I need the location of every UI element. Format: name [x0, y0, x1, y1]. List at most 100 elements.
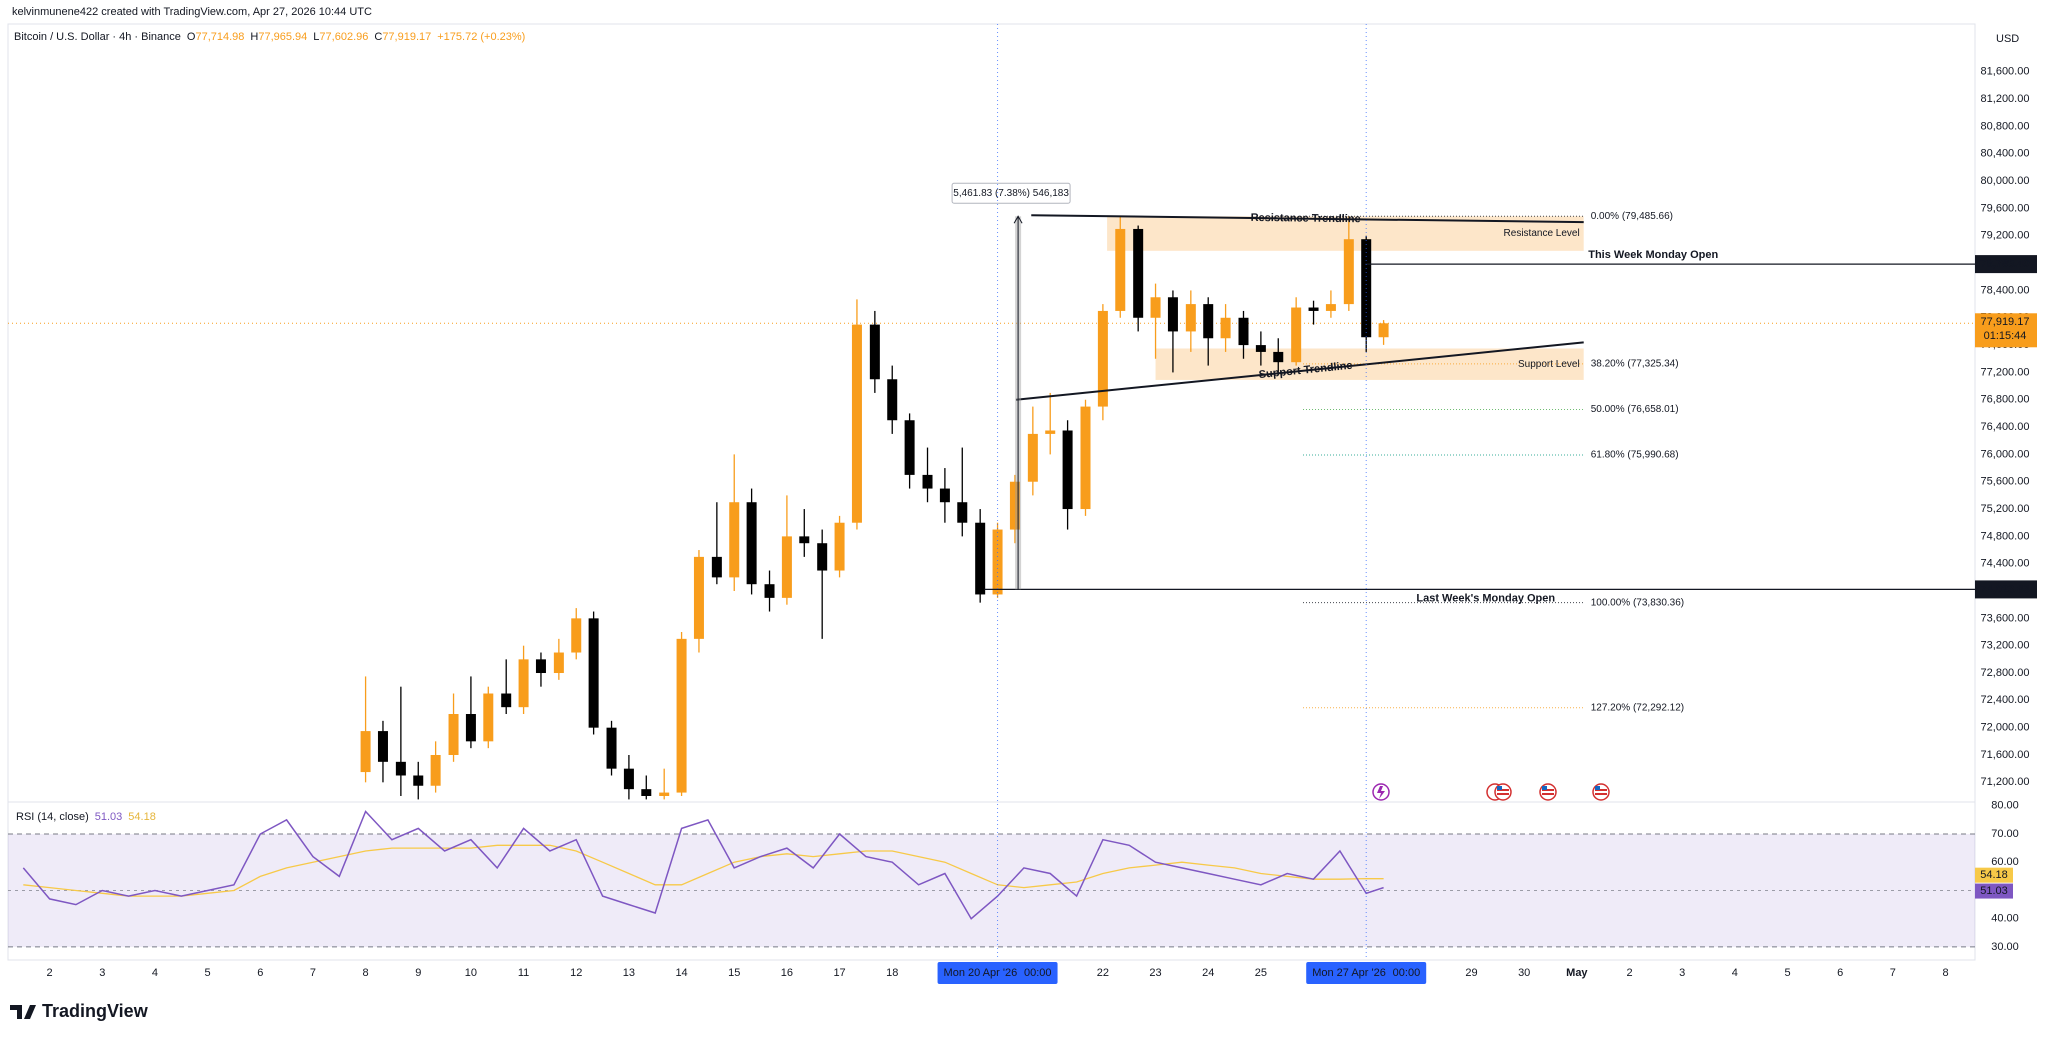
- y-tick-label: 74,400.00: [1981, 558, 2030, 570]
- x-tick-label: 2: [47, 967, 53, 979]
- candle-body: [360, 731, 371, 773]
- x-tick-label: 13: [623, 967, 635, 979]
- candle-body: [606, 727, 617, 769]
- main-pane: 0.00% (79,485.66) 38.20% (77,325.34) 50.00…: [8, 182, 1975, 800]
- change: +175.72 (+0.23%): [437, 31, 525, 43]
- crosshair-date: Mon 20 Apr '26: [944, 967, 1018, 979]
- candle-body: [413, 775, 424, 786]
- x-tick-label: 4: [152, 967, 158, 979]
- candle-body: [711, 556, 722, 578]
- candle-body: [1045, 430, 1056, 434]
- candle-body: [1238, 317, 1249, 346]
- y-tick-label: 75,600.00: [1981, 476, 2030, 488]
- candle-body: [1009, 481, 1020, 530]
- candle-body: [922, 474, 933, 489]
- candle-body: [992, 529, 1003, 595]
- candle-body: [501, 693, 512, 708]
- y-tick-label: 80,800.00: [1981, 120, 2030, 132]
- x-tick-label: 5: [205, 967, 211, 979]
- candle-body: [465, 714, 476, 742]
- crosshair-time: 00:00: [1393, 967, 1421, 979]
- candle-body: [1325, 304, 1336, 311]
- symbol: Bitcoin / U.S. Dollar · 4h · Binance: [14, 31, 181, 43]
- rsi-tag: [1975, 883, 2013, 899]
- candle-body: [1133, 228, 1144, 318]
- y-tick-label: 76,400.00: [1981, 421, 2030, 433]
- rsi-tick-label: 40.00: [1991, 913, 2019, 925]
- x-tick-label: 11: [518, 967, 529, 979]
- x-tick-label: May: [1566, 967, 1588, 979]
- y-tick-label: 81,200.00: [1981, 93, 2030, 105]
- price-tag-label: 74,023.83: [1981, 583, 2030, 595]
- ohlc-key: H: [250, 31, 258, 43]
- measure-arrowhead: [1013, 215, 1023, 224]
- fib-label: 100.00% (73,830.36): [1591, 597, 1684, 608]
- candle-body: [957, 502, 968, 523]
- ohlc-value: 77,965.94: [258, 31, 307, 43]
- ohlc-key: C: [374, 31, 382, 43]
- ohlc-key: O: [187, 31, 196, 43]
- y-tick-label: 80,400.00: [1981, 148, 2030, 160]
- rsi-tick-label: 30.00: [1991, 941, 2019, 953]
- fib-label: 50.00% (76,658.01): [1591, 404, 1679, 415]
- candle-body: [939, 488, 950, 503]
- fib-label: 61.80% (75,990.68): [1591, 450, 1679, 461]
- candle-body: [904, 420, 915, 475]
- x-tick-label: 16: [781, 967, 793, 979]
- rsi-tick-label: 70.00: [1991, 828, 2019, 840]
- x-tick-label: 25: [1255, 967, 1267, 979]
- candle-body: [1273, 351, 1284, 363]
- x-tick-label: 14: [675, 967, 687, 979]
- rsi-ma-value: 54.18: [128, 811, 156, 823]
- x-tick-label: 4: [1732, 967, 1738, 979]
- y-tick-label: 72,400.00: [1981, 694, 2030, 706]
- crosshair-time: 00:00: [1024, 967, 1052, 979]
- candle-body: [1150, 297, 1161, 318]
- ohlc-value: 77,714.98: [195, 31, 244, 43]
- y-tick-label: 79,200.00: [1981, 230, 2030, 242]
- x-tick-label: 5: [1784, 967, 1790, 979]
- trendline: [1031, 214, 1584, 224]
- candle-body: [1291, 307, 1302, 363]
- trendline: [1015, 341, 1584, 401]
- price-tag: [1975, 580, 2037, 599]
- candle-body: [588, 618, 599, 728]
- logo: TradingView: [10, 1001, 149, 1021]
- y-tick-label: 77,200.00: [1981, 366, 2030, 378]
- candle-body: [1167, 297, 1178, 332]
- x-tick-label: 29: [1465, 967, 1477, 979]
- y-tick-label: 73,600.00: [1981, 612, 2030, 624]
- candle-body: [518, 659, 529, 708]
- candle-body: [851, 324, 862, 523]
- candle-body: [975, 522, 986, 595]
- price-tag: [1975, 255, 2037, 274]
- candle-body: [817, 543, 828, 571]
- brand: TradingView: [42, 1001, 149, 1021]
- candle-body: [395, 761, 406, 776]
- countdown: 01:15:44: [1984, 330, 2027, 342]
- measure-box: [951, 182, 1071, 204]
- last-price-tag: [1975, 313, 2037, 348]
- candle-body: [887, 379, 898, 421]
- y-tick-label: 76,000.00: [1981, 448, 2030, 460]
- y-tick-label: 71,200.00: [1981, 776, 2030, 788]
- y-tick-label: 71,600.00: [1981, 749, 2030, 761]
- x-tick-label: 18: [886, 967, 898, 979]
- ohlc-value: 77,919.17: [382, 31, 431, 43]
- y-tick-label: 78,400.00: [1981, 284, 2030, 296]
- candle-body: [834, 522, 845, 571]
- candle-body: [1027, 433, 1038, 482]
- candle-body: [1185, 304, 1196, 332]
- candle-body: [641, 789, 652, 796]
- rsi-tag-label: 51.03: [1980, 885, 2008, 897]
- event-icons: [1372, 783, 1610, 801]
- fib-label: 127.20% (72,292.12): [1591, 702, 1684, 713]
- price-tag-label: 78,785.49: [1981, 258, 2030, 270]
- x-tick-label: 9: [415, 967, 421, 979]
- pane-border: [7, 23, 1976, 961]
- x-tick-label: 23: [1149, 967, 1161, 979]
- zone-label: Support Level: [1518, 359, 1580, 370]
- candle-body: [799, 536, 810, 544]
- candle-body: [553, 652, 564, 674]
